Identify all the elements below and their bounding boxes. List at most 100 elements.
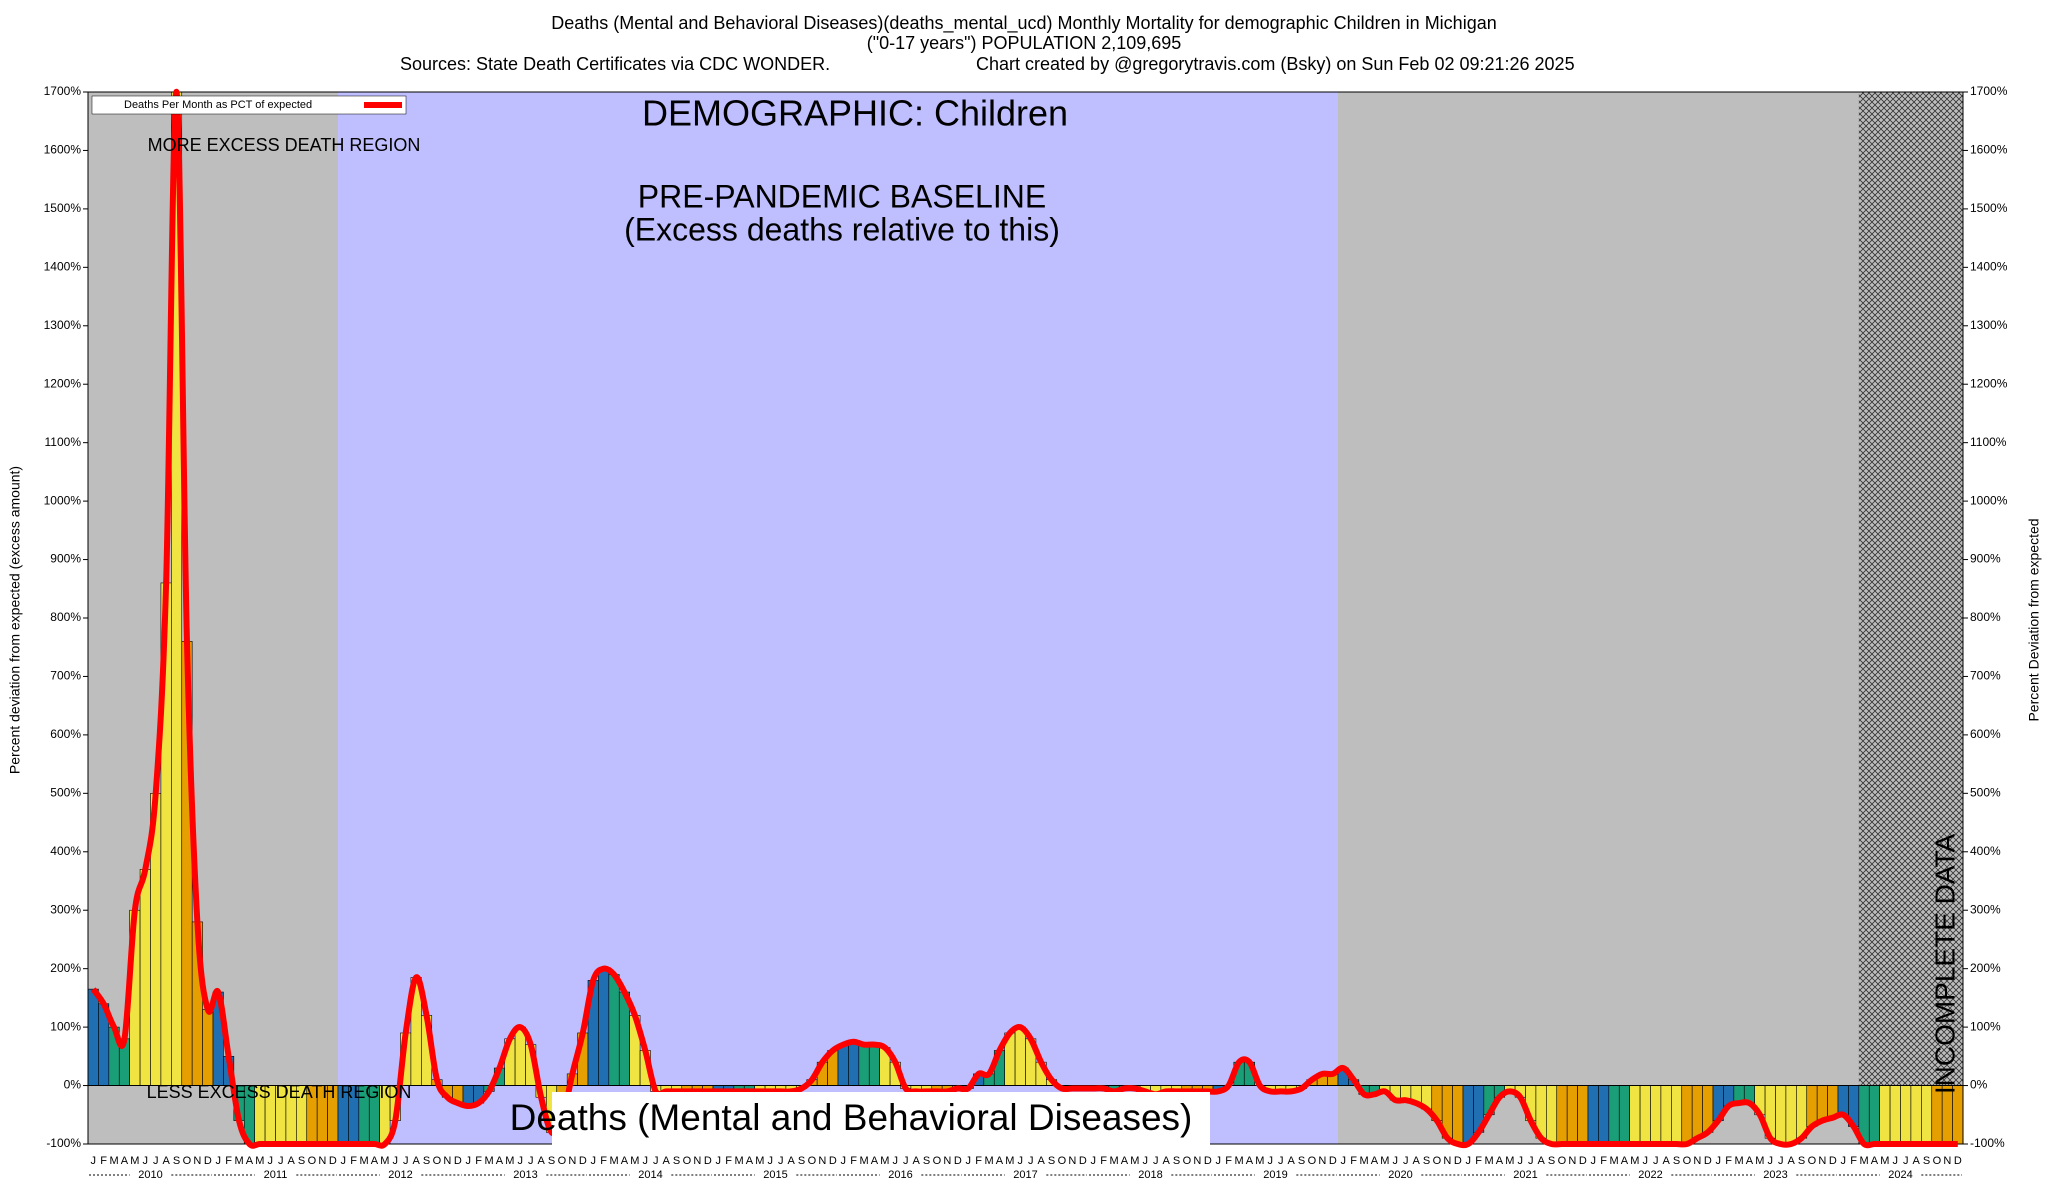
x-tick-label: N [818, 1155, 826, 1167]
year-label: 2012 [388, 1169, 412, 1181]
x-tick-label: J [268, 1155, 274, 1167]
legend-label: Deaths Per Month as PCT of expected [124, 99, 312, 111]
x-tick-label: A [1621, 1155, 1629, 1167]
y-tick-label: 200% [50, 961, 81, 975]
annotation: DEMOGRAPHIC: Children [642, 93, 1068, 134]
bar [87, 988, 99, 1086]
y-tick-label: 600% [50, 727, 81, 741]
y2-tick-label: 700% [1970, 669, 2001, 683]
y2-tick-label: 600% [1970, 727, 2001, 741]
x-tick-label: S [1798, 1155, 1805, 1167]
x-tick-label: O [433, 1155, 442, 1167]
x-tick-label: J [518, 1155, 524, 1167]
x-tick-label: A [1787, 1155, 1795, 1167]
x-tick-label: N [693, 1155, 701, 1167]
bar [1660, 1085, 1672, 1145]
x-tick-label: J [1028, 1155, 1034, 1167]
x-tick-label: A [287, 1155, 295, 1167]
x-tick-label: A [996, 1155, 1004, 1167]
x-tick-label: N [1068, 1155, 1076, 1167]
bar [1587, 1085, 1599, 1145]
x-tick-label: J [778, 1155, 784, 1167]
y2-tick-label: 1400% [1970, 260, 2008, 274]
bar [858, 1044, 870, 1086]
x-tick-label: N [443, 1155, 451, 1167]
x-tick-label: O [1558, 1155, 1567, 1167]
x-tick-label: J [340, 1155, 346, 1167]
x-tick-label: F [975, 1155, 982, 1167]
y2-tick-label: 0% [1970, 1078, 1988, 1092]
x-tick-label: M [1630, 1155, 1639, 1167]
bar [1806, 1085, 1818, 1127]
bar [1775, 1085, 1787, 1145]
x-tick-label: M [1005, 1155, 1014, 1167]
y2-tick-label: 500% [1970, 786, 2001, 800]
y2-tick-label: 1200% [1970, 376, 2008, 390]
x-tick-label: D [454, 1155, 462, 1167]
x-tick-label: M [1234, 1155, 1243, 1167]
source: Sources: State Death Certificates via CD… [400, 54, 830, 74]
x-tick-label: N [1943, 1155, 1951, 1167]
x-tick-label: D [704, 1155, 712, 1167]
x-tick-label: M [1755, 1155, 1764, 1167]
year-label: 2017 [1013, 1169, 1037, 1181]
x-tick-label: S [1298, 1155, 1305, 1167]
x-tick-label: O [558, 1155, 567, 1167]
y2-tick-label: 200% [1970, 961, 2001, 975]
bar [1910, 1085, 1922, 1145]
y-tick-label: 800% [50, 610, 81, 624]
x-tick-label: A [1412, 1155, 1420, 1167]
bar [1608, 1085, 1620, 1145]
x-tick-label: M [1609, 1155, 1618, 1167]
x-tick-label: D [204, 1155, 212, 1167]
x-tick-label: M [380, 1155, 389, 1167]
x-tick-label: J [465, 1155, 471, 1167]
x-tick-label: J [1340, 1155, 1346, 1167]
x-tick-label: M [734, 1155, 743, 1167]
y-axis-title: Percent deviation from expected (excess … [7, 466, 23, 774]
y-tick-label: 500% [50, 786, 81, 800]
x-tick-label: A [1496, 1155, 1504, 1167]
bar [1452, 1085, 1464, 1145]
x-tick-label: J [1143, 1155, 1149, 1167]
x-tick-label: O [1183, 1155, 1192, 1167]
x-tick-label: J [393, 1155, 399, 1167]
x-tick-label: M [630, 1155, 639, 1167]
baseline-region [338, 92, 1338, 1144]
x-tick-label: O [183, 1155, 192, 1167]
x-tick-label: J [1778, 1155, 1784, 1167]
x-tick-label: A [162, 1155, 170, 1167]
bar [1014, 1026, 1026, 1086]
x-tick-label: J [1215, 1155, 1221, 1167]
x-tick-label: F [350, 1155, 357, 1167]
x-tick-label: N [318, 1155, 326, 1167]
x-tick-label: A [246, 1155, 254, 1167]
y2-tick-label: 400% [1970, 844, 2001, 858]
bar [1629, 1085, 1641, 1145]
x-tick-label: M [1484, 1155, 1493, 1167]
annotation: LESS EXCESS DEATH REGION [147, 1082, 412, 1102]
x-tick-label: J [215, 1155, 221, 1167]
x-tick-label: O [1058, 1155, 1067, 1167]
annotation: INCOMPLETE DATA [1929, 834, 1960, 1095]
x-tick-label: M [1859, 1155, 1868, 1167]
bar [608, 974, 620, 1086]
x-tick-label: F [475, 1155, 482, 1167]
x-tick-label: D [579, 1155, 587, 1167]
y-tick-label: 700% [50, 669, 81, 683]
bar [1671, 1085, 1683, 1145]
x-tick-label: A [912, 1155, 920, 1167]
x-tick-label: A [496, 1155, 504, 1167]
year-label: 2019 [1263, 1169, 1287, 1181]
chart-subtitle: ("0-17 years") POPULATION 2,109,695 [867, 33, 1182, 53]
bar [868, 1044, 880, 1086]
x-tick-label: F [600, 1155, 607, 1167]
bar [1566, 1085, 1578, 1145]
year-label: 2013 [513, 1169, 537, 1181]
bar [139, 869, 151, 1086]
x-tick-label: J [965, 1155, 971, 1167]
x-tick-label: A [1121, 1155, 1129, 1167]
x-tick-label: M [505, 1155, 514, 1167]
x-tick-label: J [1643, 1155, 1649, 1167]
x-tick-label: J [90, 1155, 96, 1167]
